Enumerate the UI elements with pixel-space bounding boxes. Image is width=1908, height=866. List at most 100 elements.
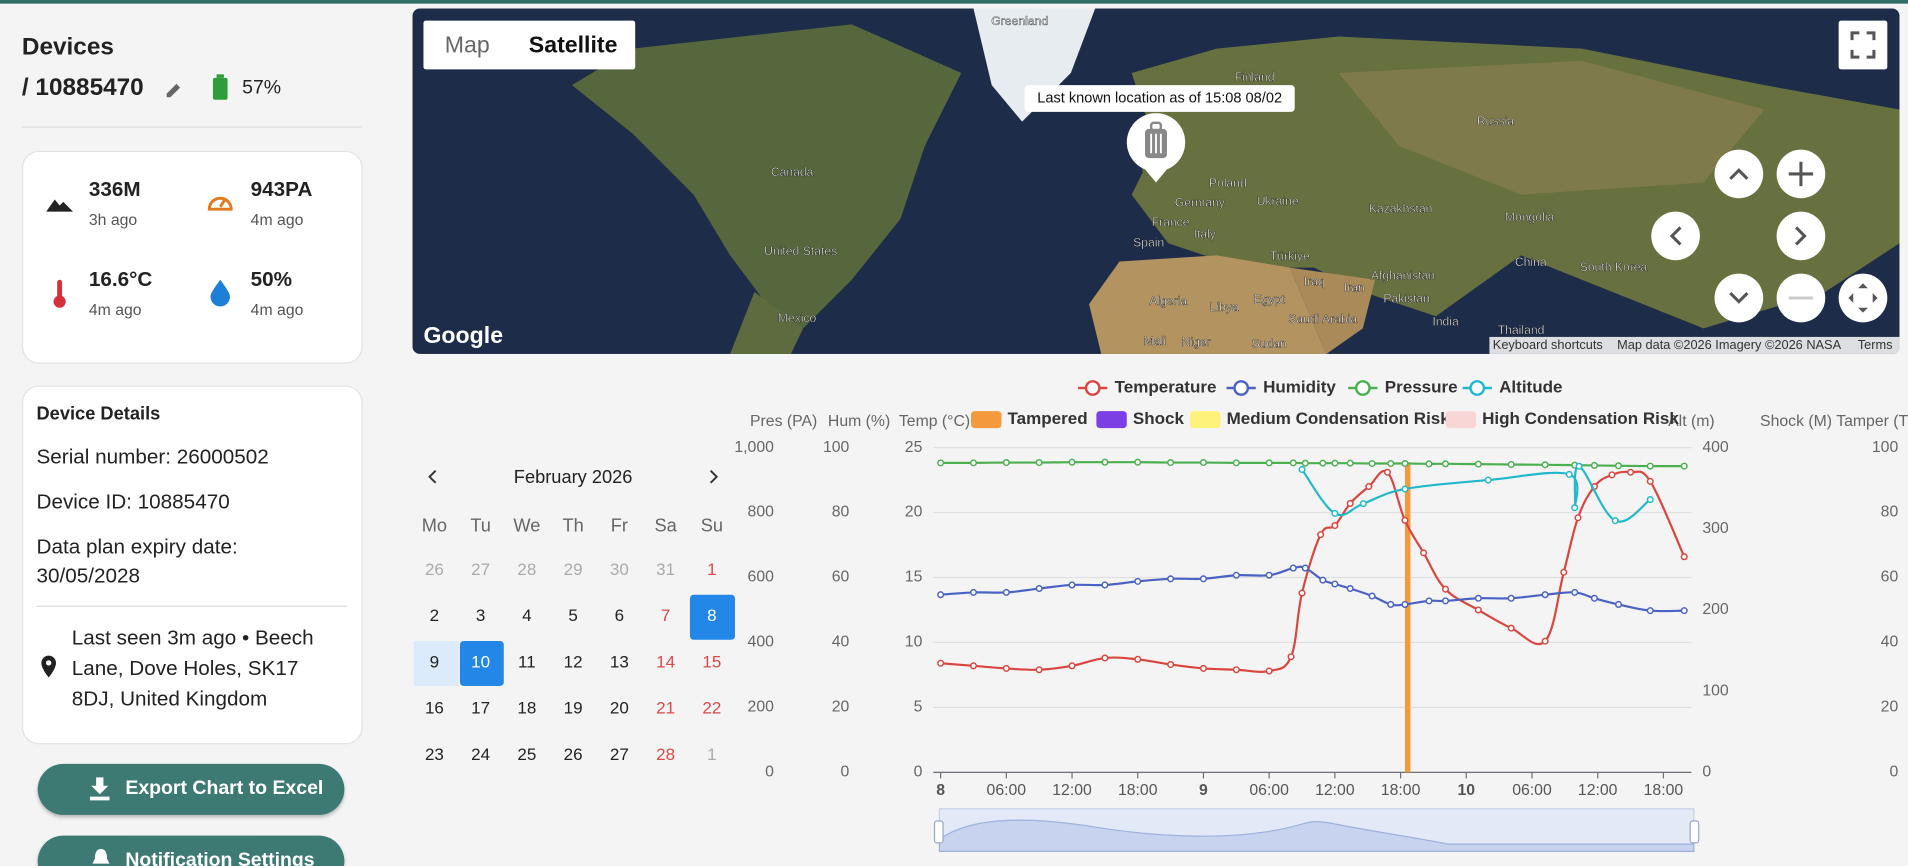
legend-swatch[interactable]: [1445, 411, 1477, 429]
map-tab[interactable]: Map: [445, 31, 490, 57]
y-tick-label: 100: [823, 439, 850, 456]
tooltip-text: Last known location as of 15:08 08/02: [1037, 90, 1282, 106]
legend-label[interactable]: Humidity: [1263, 377, 1336, 396]
location-pin[interactable]: [1126, 113, 1186, 183]
map-footer-text[interactable]: Keyboard shortcuts: [1493, 337, 1603, 352]
map-label: Afghanistan: [1371, 268, 1435, 282]
legend-marker[interactable]: [1354, 380, 1371, 396]
data-point: [1346, 459, 1354, 467]
calendar-next[interactable]: [709, 470, 719, 484]
calendar-day[interactable]: 24: [471, 745, 490, 764]
calendar-day[interactable]: 19: [564, 699, 583, 718]
pan-left[interactable]: [1651, 211, 1700, 261]
fullscreen-button[interactable]: [1838, 20, 1888, 70]
top-bar: [0, 0, 1908, 4]
calendar-day[interactable]: 4: [522, 606, 531, 625]
legend-swatch[interactable]: [1096, 411, 1127, 429]
calendar-day[interactable]: 7: [661, 606, 670, 625]
details-title: Device Details: [36, 403, 161, 425]
notification-button[interactable]: Notification Settings: [37, 835, 345, 866]
calendar-day[interactable]: 22: [702, 699, 721, 718]
calendar-day[interactable]: 30: [610, 560, 629, 579]
calendar-day[interactable]: 18: [517, 699, 536, 718]
reset-view[interactable]: [1838, 273, 1888, 323]
data-zoom-shadow: [938, 819, 1695, 853]
calendar-day[interactable]: 12: [564, 652, 583, 671]
map-footer-text[interactable]: Map data ©2026 Imagery ©2026 NASA: [1617, 337, 1841, 352]
legend-marker[interactable]: [1233, 380, 1250, 396]
data-point: [1401, 459, 1409, 468]
selected-day: [459, 640, 504, 686]
legend-swatch[interactable]: [1190, 411, 1221, 429]
legend-label[interactable]: Tampered: [1008, 409, 1088, 428]
calendar-day[interactable]: 27: [471, 560, 490, 579]
calendar-day[interactable]: 28: [517, 560, 536, 579]
calendar-day[interactable]: 25: [517, 745, 536, 764]
calendar-day[interactable]: 5: [568, 606, 577, 625]
calendar-day[interactable]: 31: [656, 560, 675, 579]
calendar-day[interactable]: 13: [610, 652, 629, 671]
map-tab[interactable]: Satellite: [529, 31, 618, 57]
calendar-day[interactable]: 29: [564, 560, 583, 579]
calendar-day[interactable]: 15: [702, 652, 721, 671]
calendar-day[interactable]: 26: [564, 745, 583, 764]
data-point: [1441, 585, 1450, 593]
calendar-prev[interactable]: [428, 470, 437, 484]
y-tick-label: 40: [832, 634, 850, 651]
calendar-day[interactable]: 23: [425, 745, 444, 764]
legend-label[interactable]: Medium Condensation Risk: [1227, 409, 1451, 428]
calendar-day[interactable]: 21: [656, 699, 675, 718]
export-button[interactable]: Export Chart to Excel: [37, 763, 345, 815]
pan-down[interactable]: [1714, 273, 1764, 323]
data-point: [1383, 468, 1391, 476]
humidity-icon: [210, 279, 230, 307]
map-label: Iran: [1344, 280, 1365, 294]
land: [973, 8, 1096, 122]
legend-marker[interactable]: [1469, 380, 1486, 396]
calendar-day[interactable]: 14: [656, 652, 675, 671]
data-point: [1680, 553, 1688, 561]
calendar-day[interactable]: 1: [707, 745, 716, 764]
map-label: Kazakhstan: [1369, 201, 1433, 215]
pan-up[interactable]: [1714, 149, 1764, 199]
calendar-day[interactable]: 16: [425, 699, 444, 718]
calendar-day[interactable]: 27: [610, 745, 629, 764]
edit-icon[interactable]: [163, 78, 185, 100]
weekday: Su: [701, 514, 723, 535]
selected-day: [689, 594, 735, 640]
series-line: [1301, 465, 1651, 523]
axis-name: Pres (PA): [750, 413, 817, 430]
calendar-day[interactable]: 6: [615, 606, 624, 625]
calendar-day[interactable]: 8: [707, 606, 716, 625]
legend-label[interactable]: Temperature: [1115, 377, 1217, 396]
calendar-day[interactable]: 17: [471, 699, 490, 718]
pin-tail: [1143, 167, 1169, 183]
calendar-day[interactable]: 28: [656, 745, 675, 764]
calendar-day[interactable]: 3: [476, 606, 485, 625]
zoom-handle[interactable]: [1689, 820, 1700, 844]
legend-label[interactable]: High Condensation Risk: [1482, 409, 1679, 428]
calendar-day[interactable]: 10: [471, 652, 490, 671]
calendar-day[interactable]: 9: [430, 652, 439, 671]
y-tick-label: 800: [748, 504, 775, 521]
calendar-day[interactable]: 1: [707, 560, 716, 579]
legend-label[interactable]: Shock: [1133, 409, 1185, 428]
map-footer-text[interactable]: Terms: [1858, 337, 1893, 352]
legend-label[interactable]: Altitude: [1499, 377, 1562, 396]
data-point: [1484, 476, 1492, 484]
map-label: Spain: [1133, 235, 1164, 249]
x-tick-label: 12:00: [1578, 782, 1618, 799]
legend-swatch[interactable]: [971, 411, 1002, 429]
legend-marker[interactable]: [1084, 380, 1101, 396]
calendar-day[interactable]: 2: [430, 606, 439, 625]
calendar-day[interactable]: 11: [518, 652, 536, 671]
zoom-handle[interactable]: [933, 820, 944, 844]
y-tick-label: 200: [748, 699, 775, 716]
map-label: Libya: [1210, 300, 1239, 314]
legend-label[interactable]: Pressure: [1385, 377, 1458, 396]
pan-right[interactable]: [1776, 211, 1826, 261]
calendar-day[interactable]: 26: [425, 560, 444, 579]
x-tick-label: 10: [1458, 782, 1476, 799]
calendar-day[interactable]: 20: [610, 699, 629, 718]
